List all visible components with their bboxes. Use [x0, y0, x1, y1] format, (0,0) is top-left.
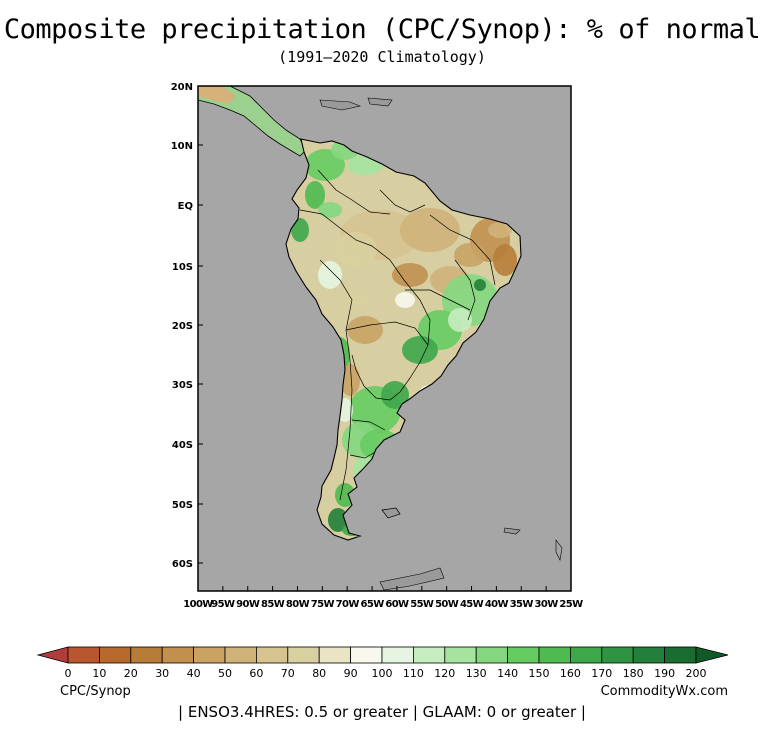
- colorbar-tick-label: 200: [686, 667, 707, 680]
- colorbar-tick-label: 90: [344, 667, 358, 680]
- map-frame: [197, 85, 572, 592]
- colorbar-swatch: [255, 646, 289, 664]
- colorbar-tick-label: 80: [312, 667, 326, 680]
- antarctic-peninsula: [379, 567, 445, 591]
- colorbar-swatch: [570, 646, 603, 664]
- lon-tick-label: 60W: [385, 599, 409, 610]
- lon-tick-label: 55W: [410, 599, 434, 610]
- colorbar-swatch: [318, 646, 352, 664]
- lat-tick-label: 60S: [172, 559, 193, 570]
- colorbar-swatch: [444, 646, 477, 664]
- lon-tick-label: 65W: [360, 599, 384, 610]
- lat-tick-label: 10N: [171, 141, 193, 152]
- south-georgia-island: [503, 527, 521, 535]
- colorbar-tick-label: 130: [466, 667, 487, 680]
- colorbar-tick-label: 30: [155, 667, 169, 680]
- colorbar-swatch: [67, 646, 100, 664]
- colorbar-tick-label: 60: [249, 667, 263, 680]
- colorbar-tick-label: 20: [124, 667, 138, 680]
- colorbar-swatch: [664, 646, 697, 664]
- colorbar-swatch: [161, 646, 194, 664]
- colorbar-swatch: [130, 646, 163, 664]
- colorbar-over-arrow: [695, 646, 729, 664]
- south-sandwich-islands: [555, 539, 563, 561]
- colorbar-tick-label: 70: [281, 667, 295, 680]
- source-label: CPC/Synop: [60, 684, 131, 699]
- credit-label: CommodityWx.com: [600, 684, 728, 699]
- lat-tick-label: 20N: [171, 82, 193, 93]
- map-subtitle: (1991–2020 Climatology): [278, 48, 486, 66]
- colorbar-tick-label: 150: [529, 667, 550, 680]
- falkland-islands: [381, 507, 401, 519]
- colorbar-under-arrow: [36, 646, 69, 664]
- colorbar-swatch: [538, 646, 571, 664]
- colorbar-swatch: [412, 646, 446, 664]
- colorbar-tick-label: 110: [403, 667, 424, 680]
- colorbar-swatch: [193, 646, 226, 664]
- colorbar-swatch: [381, 646, 414, 664]
- colorbar-tick-label: 140: [497, 667, 518, 680]
- colorbar-swatch: [287, 646, 320, 664]
- colorbar-swatch: [99, 646, 132, 664]
- lat-tick-label: 30S: [172, 380, 193, 391]
- lon-tick-label: 80W: [286, 599, 310, 610]
- colorbar-tick-label: 120: [434, 667, 455, 680]
- lat-tick-label: 40S: [172, 440, 193, 451]
- colorbar-tick-label: 160: [560, 667, 581, 680]
- colorbar-swatch: [507, 646, 540, 664]
- colorbar-swatch: [601, 646, 634, 664]
- lon-tick-label: 45W: [460, 599, 484, 610]
- central-america-land: [198, 86, 307, 157]
- mexico-land: [198, 86, 236, 104]
- lat-tick-label: 50S: [172, 500, 193, 511]
- colorbar-tick-label: 100: [372, 667, 393, 680]
- caribbean-island: [367, 97, 393, 107]
- colorbar-swatch: [632, 646, 666, 664]
- lon-tick-label: 30W: [535, 599, 559, 610]
- colorbar-tick-label: 40: [187, 667, 201, 680]
- colorbar: 0 10 20 30 40 50 60 70 80 90 100 110 120 130 140 150 160…: [36, 646, 729, 680]
- country-borders: [299, 169, 496, 501]
- colorbar-swatch: [475, 646, 509, 664]
- lon-tick-label: 100W: [183, 599, 213, 610]
- lat-tick-label: 10S: [172, 262, 193, 273]
- latitude-labels: 20N 10N EQ 10S 20S 30S 40S 50S 60S: [171, 82, 203, 570]
- lon-tick-label: 50W: [435, 599, 459, 610]
- lon-tick-label: 95W: [211, 599, 235, 610]
- colorbar-swatch: [350, 646, 383, 664]
- map-title: Composite precipitation (CPC/Synop): % o…: [3, 14, 761, 45]
- colorbar-swatch: [224, 646, 257, 664]
- lon-tick-label: 40W: [485, 599, 509, 610]
- colorbar-tick-label: 180: [623, 667, 644, 680]
- lon-tick-label: 85W: [261, 599, 285, 610]
- colorbar-tick-label: 190: [654, 667, 675, 680]
- lon-tick-label: 75W: [311, 599, 335, 610]
- criteria-label: | ENSO3.4HRES: 0.5 or greater | GLAAM: 0…: [178, 703, 586, 721]
- colorbar-tick-label: 0: [65, 667, 72, 680]
- colorbar-tick-label: 10: [92, 667, 106, 680]
- lon-tick-label: 35W: [510, 599, 534, 610]
- lat-tick-label: 20S: [172, 321, 193, 332]
- lat-tick-label: EQ: [178, 201, 193, 212]
- lon-tick-label: 90W: [236, 599, 260, 610]
- lon-tick-label: 70W: [336, 599, 360, 610]
- colorbar-tick-label: 50: [218, 667, 232, 680]
- caribbean-island: [319, 99, 362, 111]
- colorbar-tick-label: 170: [591, 667, 612, 680]
- lon-tick-label: 25W: [559, 599, 583, 610]
